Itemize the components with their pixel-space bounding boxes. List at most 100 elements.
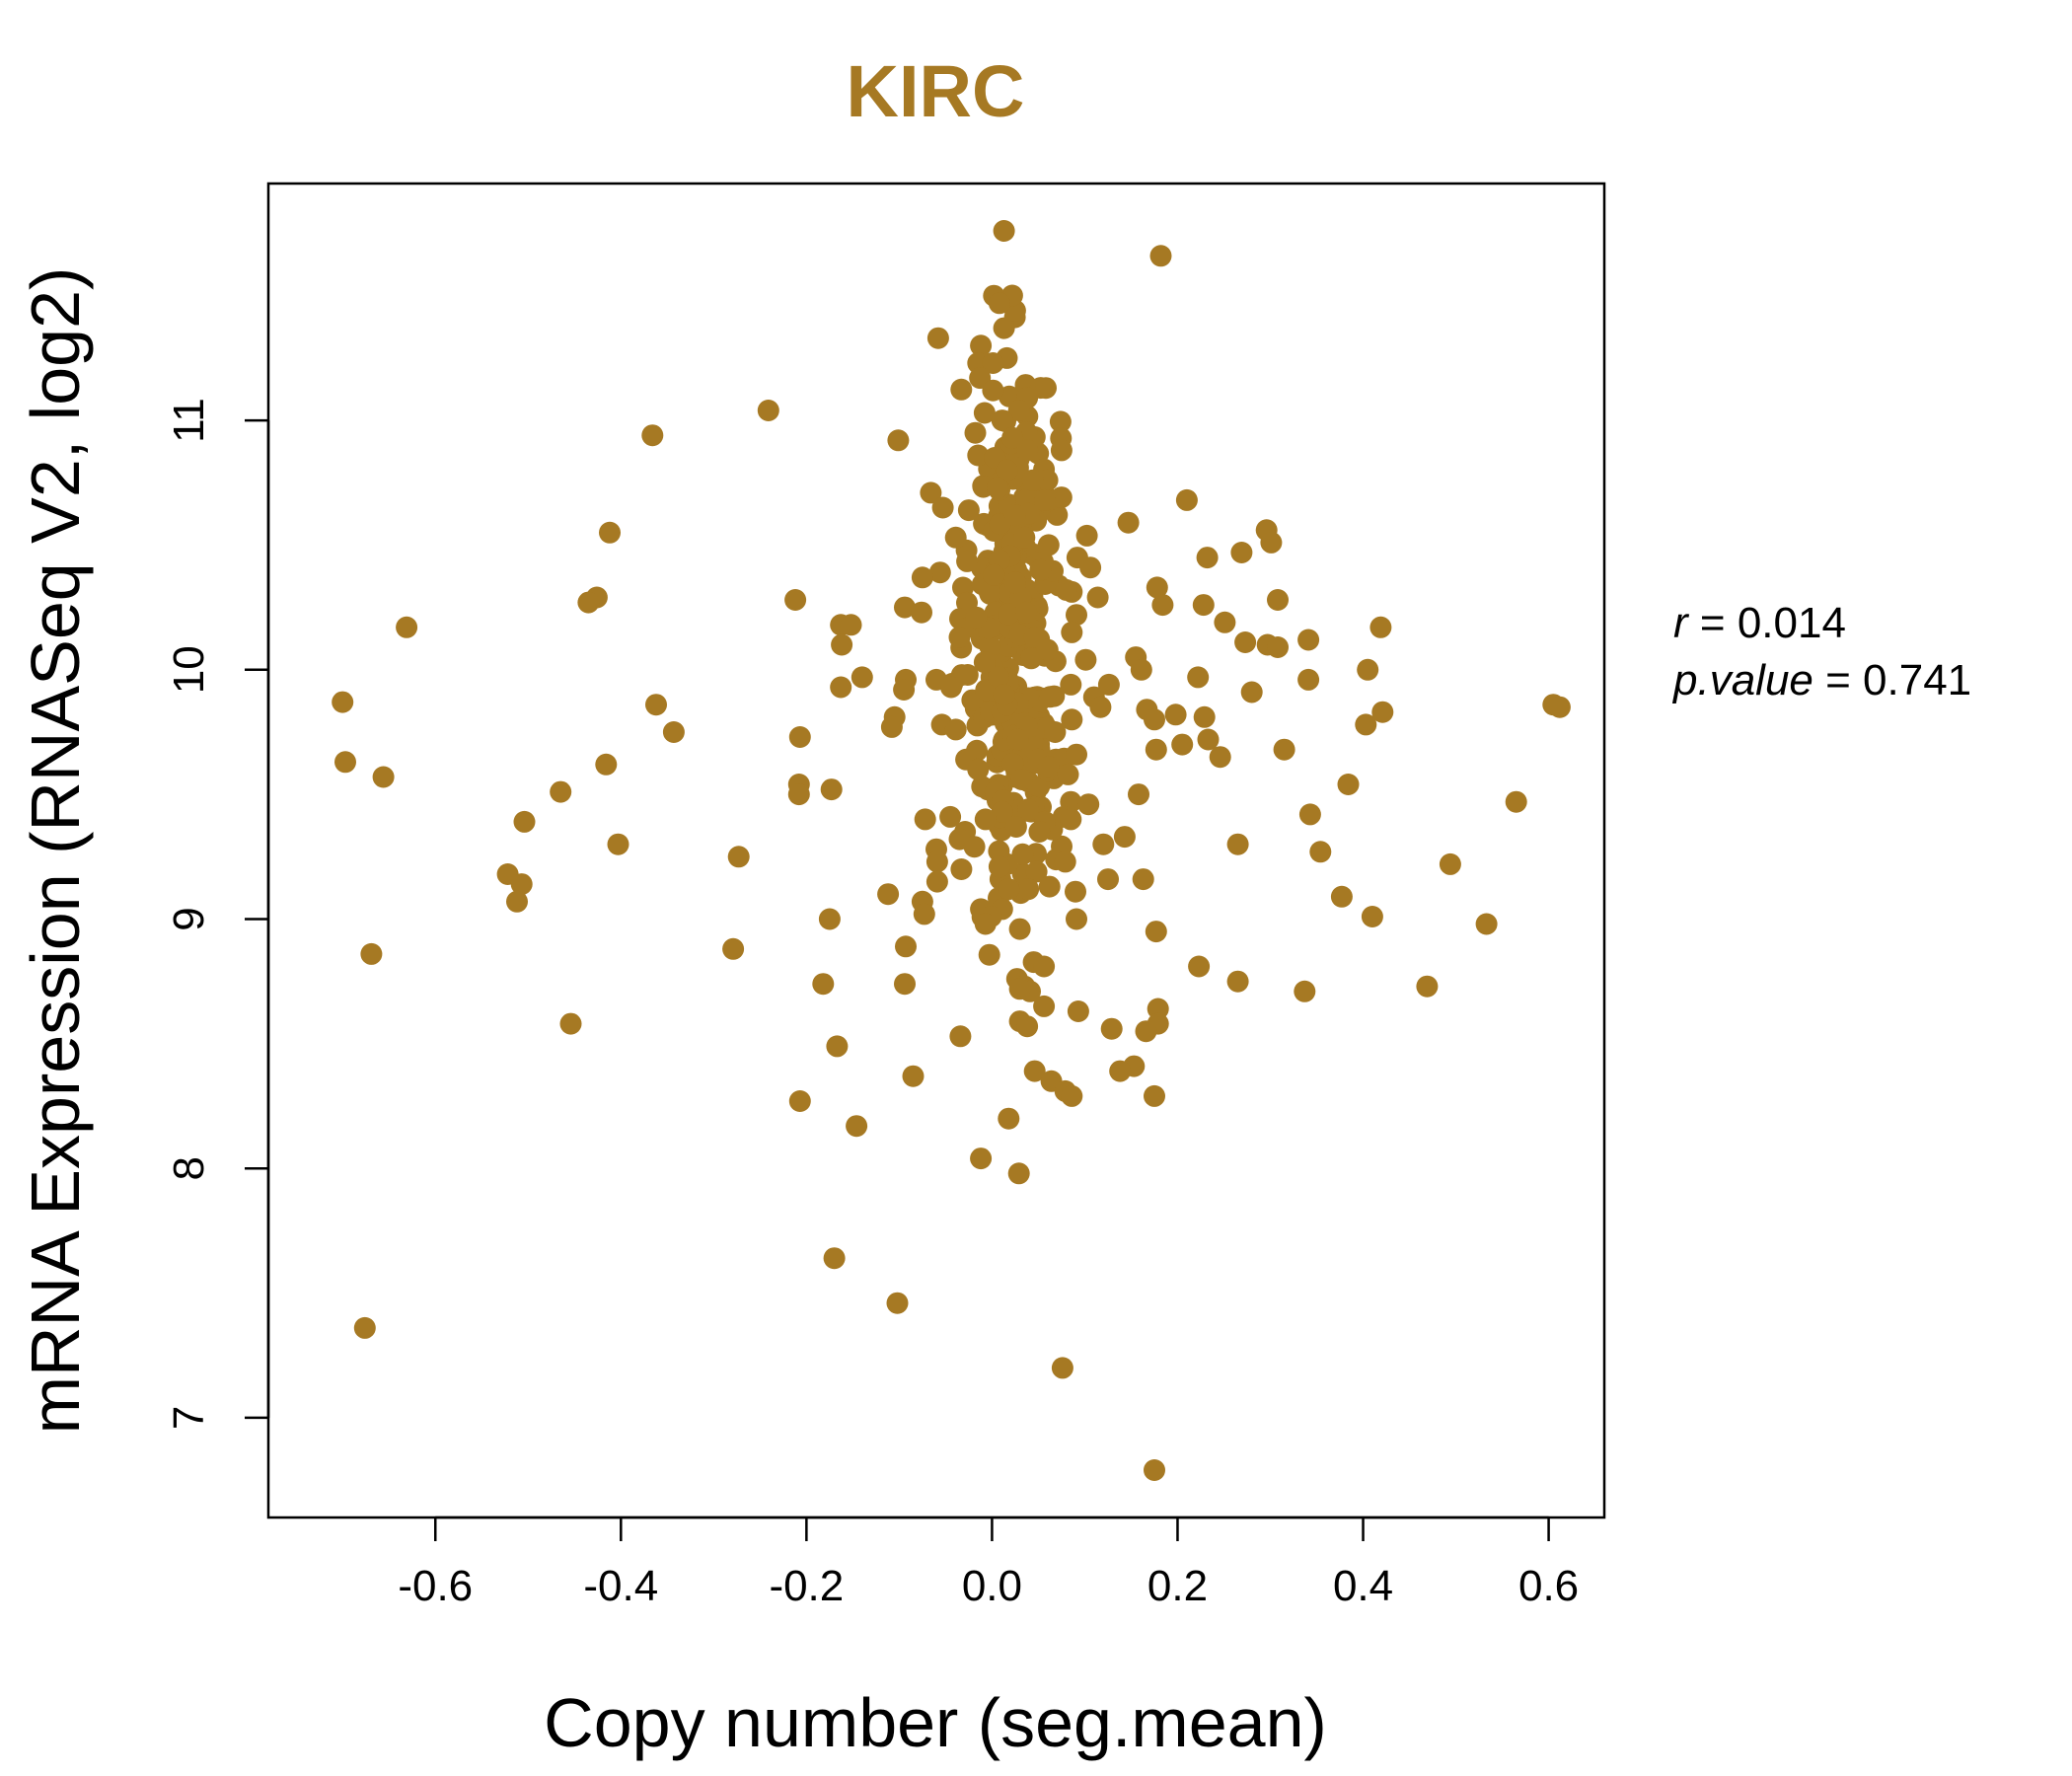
data-point-323	[1050, 439, 1073, 462]
data-point-443	[1017, 798, 1040, 821]
data-point-527	[1061, 1084, 1083, 1107]
data-point-500	[1033, 955, 1056, 978]
data-point-497	[722, 937, 745, 960]
data-point-359	[1192, 594, 1215, 617]
data-point-160	[978, 943, 1000, 966]
data-point-454	[1028, 821, 1051, 843]
data-point-462	[1309, 841, 1332, 863]
data-point-512	[1067, 1000, 1089, 1022]
data-point-433	[1010, 769, 1033, 790]
data-point-408	[1061, 708, 1083, 731]
x-tick-label-2: -0.2	[769, 1562, 844, 1610]
data-point-471	[1025, 860, 1048, 883]
data-point-311	[1035, 377, 1057, 400]
data-point-322	[1016, 439, 1039, 462]
data-point-440	[1505, 790, 1527, 813]
data-point-368	[840, 614, 862, 636]
data-point-315	[757, 400, 779, 421]
data-point-391	[1060, 673, 1082, 696]
data-point-465	[727, 846, 750, 868]
data-point-417	[788, 726, 811, 748]
data-point-309	[982, 352, 1004, 374]
data-point-491	[1066, 908, 1087, 930]
x-axis: -0.6 -0.4 -0.2 0.0 0.2 0.4 0.6	[398, 1516, 1579, 1610]
data-point-385	[851, 666, 873, 689]
data-point-381	[973, 651, 996, 674]
data-point-468	[925, 851, 948, 873]
data-point-505	[812, 973, 835, 996]
data-point-470	[950, 858, 973, 880]
y-tick-label-1: 8	[165, 1156, 213, 1180]
data-point-516	[1016, 1015, 1039, 1038]
data-point-342	[1230, 542, 1253, 563]
data-point-437	[550, 780, 572, 803]
data-point-320	[964, 421, 987, 444]
data-point-317	[991, 409, 1013, 432]
data-point-407	[1193, 705, 1216, 728]
data-point-328	[987, 477, 1009, 499]
x-tick-label-3: 0.0	[962, 1562, 1022, 1610]
data-point-69	[1049, 410, 1072, 433]
data-point-246	[978, 580, 1000, 603]
p-value-label: p.value	[1671, 656, 1813, 704]
data-point-511	[1147, 998, 1169, 1020]
data-point-319	[887, 429, 910, 452]
data-point-449	[1298, 803, 1321, 826]
y-axis: 7 8 9 10 11	[165, 398, 270, 1430]
data-point-528	[1144, 1084, 1165, 1107]
data-point-463	[963, 836, 986, 858]
data-point-428	[595, 753, 618, 776]
data-point-536	[353, 1316, 376, 1339]
data-point-474	[1132, 868, 1154, 891]
x-tick-label-0: -0.6	[398, 1562, 473, 1610]
data-point-384	[1130, 658, 1152, 681]
data-point-460	[1226, 833, 1249, 855]
data-point-346	[1079, 556, 1102, 579]
data-point-499	[1188, 955, 1211, 978]
data-point-517	[1100, 1017, 1123, 1040]
data-point-530	[998, 1107, 1020, 1130]
data-point-531	[846, 1115, 868, 1138]
data-point-411	[880, 715, 903, 738]
data-point-334	[1003, 504, 1026, 527]
data-point-483	[506, 890, 528, 913]
data-point-461	[607, 833, 629, 855]
data-point-251	[1039, 686, 1062, 708]
data-point-341	[1037, 534, 1060, 556]
x-tick-label-6: 0.6	[1518, 1562, 1579, 1610]
data-point-496	[895, 935, 917, 958]
chart-title: KIRC	[847, 50, 1025, 132]
data-point-303	[988, 292, 1010, 315]
data-point-537	[1051, 1357, 1073, 1379]
data-point-478	[1017, 878, 1040, 901]
data-point-306	[970, 334, 993, 357]
y-axis-title: mRNA Expression (RNASeq V2, log2)	[17, 267, 94, 1435]
data-point-371	[1061, 621, 1083, 643]
data-point-519	[949, 1025, 972, 1048]
data-point-419	[1006, 728, 1029, 751]
data-point-392	[830, 676, 852, 699]
data-point-299	[1020, 647, 1043, 670]
data-point-436	[820, 778, 843, 801]
data-point-312	[982, 379, 1004, 402]
data-point-459	[1092, 833, 1115, 855]
data-point-421	[1145, 738, 1167, 761]
data-point-479	[998, 878, 1020, 901]
data-point-480	[1065, 880, 1086, 903]
data-point-321	[1001, 426, 1024, 449]
data-point-283	[988, 666, 1009, 689]
r-stat-eq: =	[1688, 599, 1738, 647]
data-point-524	[902, 1065, 925, 1087]
data-point-378	[831, 633, 853, 656]
data-point-498	[360, 942, 383, 965]
data-point-354	[784, 589, 807, 611]
data-point-327	[1021, 469, 1044, 491]
data-point-360	[1151, 594, 1174, 617]
data-point-355	[1086, 586, 1109, 609]
data-point-503	[894, 973, 916, 996]
data-point-418	[1197, 728, 1220, 751]
data-point-430	[967, 758, 990, 780]
data-point-514	[559, 1012, 582, 1035]
data-point-464	[1011, 843, 1034, 865]
data-point-439	[1128, 783, 1149, 806]
